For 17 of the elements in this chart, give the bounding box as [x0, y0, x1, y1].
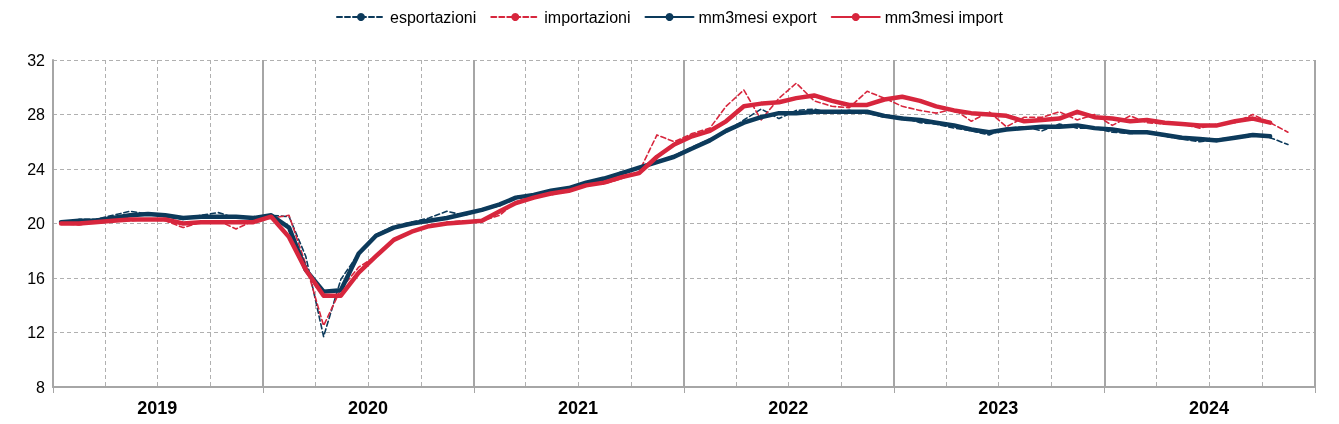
- y-tick-label: 24: [27, 160, 46, 178]
- x-tick-label: 2020: [347, 398, 388, 418]
- y-tick-label: 12: [27, 324, 46, 341]
- y-tick-label: 20: [27, 215, 46, 232]
- y-tick-label: 28: [27, 106, 46, 123]
- y-tick-label: 8: [36, 378, 46, 396]
- legend-label: mm3mesi import: [884, 8, 1004, 26]
- legend-label: importazioni: [544, 8, 631, 26]
- legend-label: esportazioni: [389, 8, 477, 26]
- x-tick-label: 2023: [978, 398, 1019, 418]
- x-tick-label: 2019: [137, 398, 178, 418]
- y-tick-label: 32: [27, 51, 46, 69]
- y-tick-label: 16: [27, 269, 46, 287]
- x-tick-label: 2024: [1189, 398, 1230, 418]
- legend-label: mm3mesi export: [698, 8, 818, 26]
- x-tick-label: 2022: [768, 398, 809, 418]
- x-tick-label: 2021: [558, 398, 599, 418]
